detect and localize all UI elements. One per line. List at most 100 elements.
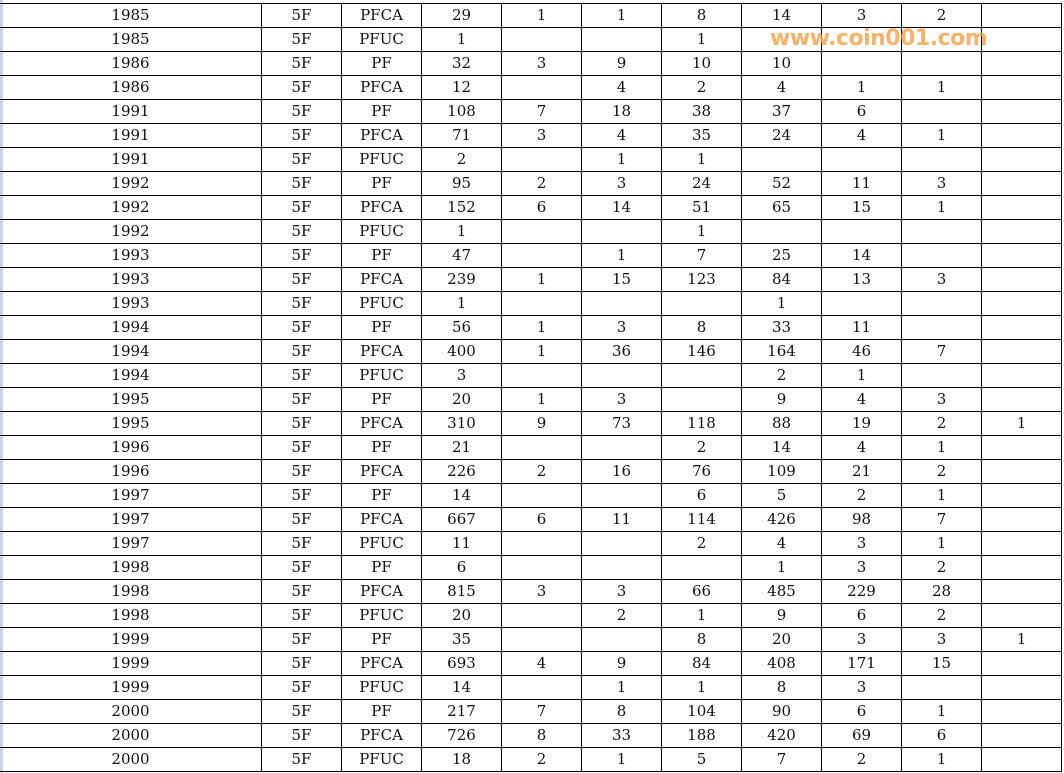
table-cell[interactable]: 9: [501, 411, 582, 436]
table-cell[interactable]: 1997: [0, 483, 262, 508]
table-cell[interactable]: PFCA: [341, 195, 422, 220]
table-cell[interactable]: 7: [501, 99, 582, 124]
table-cell[interactable]: 310: [421, 411, 502, 436]
table-cell[interactable]: PFUC: [341, 363, 422, 388]
table-cell[interactable]: 1998: [0, 579, 262, 604]
table-cell[interactable]: [981, 219, 1062, 244]
table-cell[interactable]: 1: [741, 291, 822, 316]
table-cell[interactable]: 12: [421, 75, 502, 100]
table-cell[interactable]: 815: [421, 579, 502, 604]
table-cell[interactable]: 1: [901, 531, 982, 556]
table-cell[interactable]: [501, 435, 582, 460]
table-cell[interactable]: 5F: [261, 747, 342, 772]
table-cell[interactable]: 1: [421, 27, 502, 52]
table-cell[interactable]: [501, 555, 582, 580]
table-cell[interactable]: 2: [661, 75, 742, 100]
table-cell[interactable]: 1985: [0, 3, 262, 28]
table-cell[interactable]: 14: [741, 3, 822, 28]
table-cell[interactable]: 229: [821, 579, 902, 604]
table-cell[interactable]: PFUC: [341, 747, 422, 772]
table-cell[interactable]: PFCA: [341, 651, 422, 676]
table-cell[interactable]: 2000: [0, 747, 262, 772]
table-cell[interactable]: [741, 147, 822, 172]
table-cell[interactable]: 1986: [0, 51, 262, 76]
table-cell[interactable]: [981, 579, 1062, 604]
table-cell[interactable]: 15: [821, 195, 902, 220]
table-cell[interactable]: 2: [501, 747, 582, 772]
table-cell[interactable]: 11: [821, 315, 902, 340]
table-cell[interactable]: 1: [901, 747, 982, 772]
table-cell[interactable]: 5F: [261, 99, 342, 124]
table-cell[interactable]: 47: [421, 243, 502, 268]
table-cell[interactable]: 3: [901, 387, 982, 412]
table-cell[interactable]: 6: [421, 555, 502, 580]
table-cell[interactable]: 3: [821, 627, 902, 652]
table-cell[interactable]: 24: [741, 123, 822, 148]
table-cell[interactable]: 4: [741, 75, 822, 100]
table-cell[interactable]: 5F: [261, 627, 342, 652]
table-cell[interactable]: 8: [501, 723, 582, 748]
table-cell[interactable]: 118: [661, 411, 742, 436]
table-cell[interactable]: 32: [421, 51, 502, 76]
table-cell[interactable]: 5F: [261, 387, 342, 412]
table-cell[interactable]: 1: [661, 219, 742, 244]
table-cell[interactable]: [501, 27, 582, 52]
table-cell[interactable]: [981, 267, 1062, 292]
table-cell[interactable]: [981, 483, 1062, 508]
table-cell[interactable]: [981, 531, 1062, 556]
table-cell[interactable]: 726: [421, 723, 502, 748]
table-cell[interactable]: 98: [821, 507, 902, 532]
table-cell[interactable]: [981, 459, 1062, 484]
table-cell[interactable]: PF: [341, 315, 422, 340]
table-cell[interactable]: [581, 27, 662, 52]
table-cell[interactable]: 9: [741, 387, 822, 412]
table-cell[interactable]: [981, 75, 1062, 100]
table-cell[interactable]: [501, 483, 582, 508]
table-cell[interactable]: 9: [581, 651, 662, 676]
table-cell[interactable]: 217: [421, 699, 502, 724]
table-cell[interactable]: 1: [581, 147, 662, 172]
table-cell[interactable]: PF: [341, 627, 422, 652]
table-cell[interactable]: 226: [421, 459, 502, 484]
table-cell[interactable]: [741, 27, 822, 52]
table-cell[interactable]: 2: [901, 555, 982, 580]
table-cell[interactable]: 1999: [0, 675, 262, 700]
table-cell[interactable]: 19: [821, 411, 902, 436]
table-cell[interactable]: 5F: [261, 291, 342, 316]
table-cell[interactable]: 1: [501, 3, 582, 28]
table-cell[interactable]: 56: [421, 315, 502, 340]
table-cell[interactable]: 4: [581, 75, 662, 100]
table-cell[interactable]: [981, 387, 1062, 412]
table-cell[interactable]: PFCA: [341, 579, 422, 604]
table-cell[interactable]: 3: [581, 387, 662, 412]
table-cell[interactable]: 1994: [0, 363, 262, 388]
table-cell[interactable]: 6: [821, 99, 902, 124]
table-cell[interactable]: 4: [821, 435, 902, 460]
table-cell[interactable]: [901, 99, 982, 124]
table-cell[interactable]: 2000: [0, 699, 262, 724]
table-cell[interactable]: PFUC: [341, 603, 422, 628]
table-cell[interactable]: PF: [341, 99, 422, 124]
table-cell[interactable]: [901, 315, 982, 340]
table-cell[interactable]: [981, 51, 1062, 76]
table-cell[interactable]: [981, 27, 1062, 52]
table-cell[interactable]: 1997: [0, 531, 262, 556]
table-cell[interactable]: 20: [421, 387, 502, 412]
table-cell[interactable]: 33: [741, 315, 822, 340]
table-cell[interactable]: 6: [501, 195, 582, 220]
table-cell[interactable]: 84: [741, 267, 822, 292]
table-cell[interactable]: 1994: [0, 339, 262, 364]
table-cell[interactable]: [581, 435, 662, 460]
table-cell[interactable]: 2: [901, 3, 982, 28]
table-cell[interactable]: [901, 363, 982, 388]
table-cell[interactable]: 1: [981, 411, 1062, 436]
table-cell[interactable]: PF: [341, 243, 422, 268]
table-cell[interactable]: 15: [581, 267, 662, 292]
table-cell[interactable]: 1998: [0, 555, 262, 580]
table-cell[interactable]: 35: [421, 627, 502, 652]
table-cell[interactable]: 1: [581, 3, 662, 28]
table-cell[interactable]: 5F: [261, 267, 342, 292]
table-cell[interactable]: [981, 339, 1062, 364]
table-cell[interactable]: 164: [741, 339, 822, 364]
table-cell[interactable]: 1: [661, 27, 742, 52]
